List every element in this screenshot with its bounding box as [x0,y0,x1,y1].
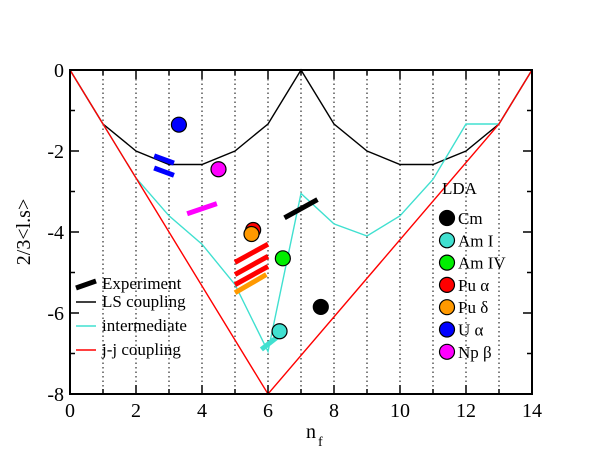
lda-point [274,250,291,267]
lda-point [243,225,260,243]
x-tick-label: 10 [390,400,410,422]
legend-marker [438,299,456,316]
legend-label: Pu α [458,276,489,295]
experiment-segment [153,165,175,178]
x-axis-label-main: n [306,421,316,443]
lda-legend: Cm Am I Am IV Pu α Pu δ U α Np β [438,209,506,362]
legend-label: j-j coupling [101,340,181,359]
legend-label: Am I [458,231,494,250]
lda-points [170,116,329,340]
axis-ticks: 0 2 4 6 8 10 12 14 0 -2 -4 -6 -8 [47,60,542,422]
experiment-segment [153,153,175,166]
legend-label: LS coupling [102,292,186,311]
legend-marker [438,343,456,360]
experiment-segment [233,241,270,265]
legend-marker [438,209,456,227]
x-tick-label: 0 [65,400,75,422]
series-line [69,69,533,354]
x-tick-label: 12 [456,400,476,422]
y-tick-label: -2 [47,141,64,163]
lda-legend-title: LDA [442,179,478,198]
experiment-segment [283,197,319,221]
y-tick-label: -6 [47,303,64,325]
legend-label: U α [458,321,484,340]
x-tick-label: 6 [263,400,273,422]
legend-marker [438,254,456,271]
legend-label: Experiment [102,274,182,293]
y-tick-label: -8 [47,384,64,406]
y-tick-label: -4 [47,222,64,244]
legend-marker [438,276,456,293]
x-tick-label: 14 [522,400,542,422]
lda-point [170,116,187,133]
legend-marker [438,232,456,249]
experiment-segment [233,254,270,277]
x-tick-label: 8 [329,400,339,422]
lda-point [271,323,288,340]
x-axis-label: n f [306,421,323,450]
experiment-segment [233,272,268,295]
lda-point [312,298,329,316]
legend-label: Cm [458,209,483,228]
legend-label: Pu δ [458,298,488,317]
legend-label: Np β [458,343,492,362]
experiment-segment [186,201,218,217]
y-axis-label: 2/3<l.s> [13,199,35,265]
x-tick-label: 4 [197,400,207,422]
legend-swatch [75,278,97,291]
legend-label: intermediate [102,316,187,335]
y-tick-label: 0 [54,60,64,82]
experiment-segment [233,264,270,287]
legend-label: Am IV [458,254,506,273]
x-tick-label: 2 [131,400,141,422]
lda-point [210,161,227,178]
experiment-segments [153,153,319,352]
legend-marker [438,321,456,338]
x-axis-label-subscript: f [318,435,323,450]
